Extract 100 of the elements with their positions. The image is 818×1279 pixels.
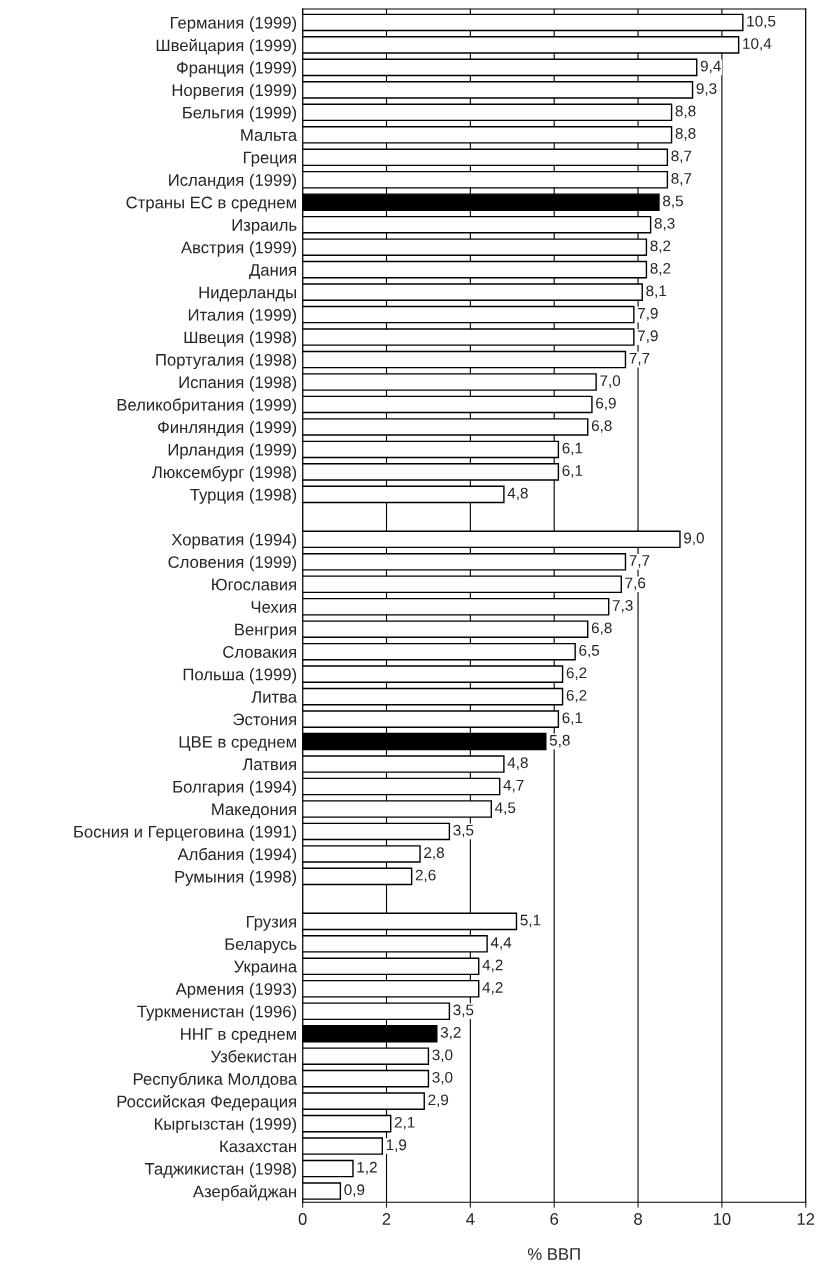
x-axis-title: % ВВП [527, 1248, 580, 1260]
data-label: 6,2 [566, 689, 587, 703]
data-label: 6,1 [562, 712, 583, 725]
data-label: 4,7 [503, 779, 524, 793]
y-tick-label: Югославия [212, 578, 296, 591]
y-tick-label: Албания (1994) [177, 847, 297, 864]
data-label: 8,2 [650, 262, 671, 276]
y-tick-label: Великобритания (1999) [117, 398, 297, 415]
y-tick-label: Латвия [242, 758, 296, 771]
data-label: 7,9 [637, 307, 658, 321]
data-label: 6,8 [591, 420, 612, 433]
y-tick-label: Австрия (1999) [180, 241, 297, 257]
data-label: 8,2 [650, 240, 671, 254]
data-label: 0,9 [344, 1184, 365, 1197]
y-tick-label: Дания [249, 264, 296, 279]
x-tick-label: 4 [466, 1213, 475, 1225]
data-label: 4,8 [507, 757, 528, 770]
y-tick-label: Швеция (1998) [184, 331, 297, 347]
data-label: 2,6 [415, 869, 436, 883]
y-tick-label: Чехия [251, 601, 296, 613]
y-tick-label: Республика Молдова [133, 1072, 298, 1089]
y-tick-label: Российская Федерация [117, 1094, 296, 1111]
x-tick-label: 6 [550, 1213, 559, 1225]
data-label: 8,1 [646, 285, 667, 299]
data-label: 4,5 [495, 802, 516, 815]
y-tick-label: Армения (1993) [175, 982, 297, 999]
data-label: 4,2 [482, 959, 503, 973]
data-label: 3,0 [432, 1071, 453, 1085]
data-label: 8,5 [663, 195, 683, 209]
y-tick-label: Израиль [232, 219, 297, 235]
y-tick-label: Португалия (1998) [156, 353, 297, 370]
y-tick-label: Исландия (1999) [169, 173, 297, 190]
y-tick-label: Бельгия (1999) [183, 106, 297, 122]
data-label: 9,3 [696, 83, 717, 96]
y-tick-label: Украина [234, 960, 298, 976]
data-label: 1,9 [386, 1139, 407, 1152]
data-label: 8,8 [675, 128, 696, 141]
y-tick-label: Азербайджан [192, 1184, 296, 1201]
y-tick-label: Кыргызстан (1999) [154, 1117, 297, 1134]
data-label: 8,7 [671, 173, 692, 186]
data-label: 10,4 [743, 38, 772, 51]
y-tick-label: Казахстан [220, 1140, 296, 1153]
y-tick-label: Словения (1999) [168, 555, 297, 572]
y-tick-label: Таджикистан (1998) [144, 1162, 297, 1179]
y-tick-label: Венгрия [235, 623, 296, 639]
data-label: 3,2 [440, 1027, 461, 1040]
y-tick-label: Польша (1999) [183, 668, 297, 684]
data-label: 4,2 [482, 982, 503, 995]
data-label: 4,4 [490, 937, 512, 950]
y-tick-label: Грузия [246, 915, 296, 931]
data-label: 10,5 [747, 15, 776, 29]
y-tick-label: Страны ЕС в среднем [126, 196, 296, 212]
data-label: 9,0 [684, 532, 704, 546]
data-label: 9,4 [700, 60, 721, 74]
y-tick-label: Финляндия (1999) [158, 420, 297, 437]
x-tick-label: 2 [382, 1213, 391, 1225]
y-tick-label: Эстония [233, 713, 296, 726]
data-label: 8,8 [675, 105, 696, 119]
data-label: 1,2 [357, 1161, 377, 1175]
data-label: 4,8 [507, 487, 528, 501]
y-tick-label: Швейцария (1999) [156, 38, 297, 55]
y-tick-label: Норвегия (1999) [172, 83, 297, 100]
data-label: 2,8 [424, 847, 444, 860]
data-label: 6,9 [596, 397, 616, 411]
data-label: 6,1 [562, 465, 583, 478]
y-tick-label: Литва [251, 691, 298, 703]
data-label: 8,3 [654, 217, 675, 231]
data-label: 7,0 [600, 375, 621, 388]
data-label: 7,6 [625, 577, 646, 591]
data-label: 7,7 [629, 555, 650, 568]
y-tick-label: Испания (1998) [179, 375, 297, 392]
data-label: 3,5 [453, 824, 474, 838]
data-label: 2,9 [428, 1094, 449, 1108]
y-tick-label: Беларусь [225, 938, 297, 954]
y-tick-label: Босния и Герцеговина (1991) [74, 825, 297, 841]
data-label: 8,7 [671, 150, 692, 164]
data-label: 2,1 [394, 1116, 415, 1130]
data-label: 6,1 [562, 442, 583, 456]
y-tick-label: Болгария (1994) [173, 780, 297, 797]
y-tick-label: Греция [243, 151, 296, 167]
x-tick-label: 8 [634, 1213, 642, 1225]
y-tick-label: Германия (1999) [170, 16, 297, 32]
data-label: 6,5 [579, 644, 600, 658]
x-tick-label: 10 [713, 1213, 731, 1225]
y-tick-label: Франция (1999) [176, 61, 297, 77]
data-label: 5,1 [520, 914, 541, 928]
y-tick-label: Нидерланды [199, 286, 296, 302]
y-tick-label: Македония [212, 803, 296, 819]
data-label: 7,3 [612, 600, 633, 613]
y-tick-label: Ирландия (1999) [168, 443, 297, 459]
y-tick-label: Туркменистан (1996) [137, 1005, 297, 1021]
data-label: 6,2 [566, 667, 587, 681]
data-label: 3,5 [453, 1004, 474, 1018]
x-tick-label: 12 [797, 1213, 815, 1225]
y-tick-label: Италия (1999) [188, 308, 297, 325]
y-tick-label: Мальта [241, 129, 298, 141]
y-tick-label: Узбекистан [210, 1050, 296, 1063]
y-tick-label: Турция (1998) [190, 488, 297, 504]
y-tick-label: Словакия [223, 646, 296, 658]
data-label: 5,8 [549, 734, 570, 748]
